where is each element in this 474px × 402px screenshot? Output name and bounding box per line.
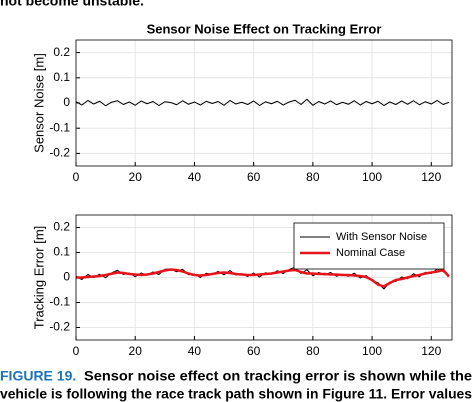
- y-tick-label: 0.2: [53, 220, 70, 234]
- y-axis-label: Tracking Error [m]: [31, 226, 46, 330]
- x-tick-label: 60: [247, 344, 261, 358]
- x-tick-label: 20: [129, 170, 143, 184]
- x-tick-label: 0: [73, 344, 80, 358]
- top-text: not become unstable.: [0, 0, 144, 9]
- data-line: [75, 98, 450, 107]
- y-tick-label: 0.2: [53, 45, 70, 59]
- axes-box: [75, 214, 453, 341]
- y-axis-label: Sensor Noise [m]: [31, 53, 46, 153]
- caption-line: Sensor noise effect on tracking error is…: [84, 368, 472, 384]
- caption-label: FIGURE 19.: [0, 368, 76, 384]
- legend-box: [293, 222, 445, 270]
- x-tick-label: 0: [73, 170, 80, 184]
- y-tick-label: -0.2: [49, 146, 70, 160]
- x-tick-label: 60: [247, 170, 261, 184]
- x-tick-label: 80: [306, 170, 320, 184]
- y-tick-label: 0.1: [53, 245, 70, 259]
- y-tick-label: -0.1: [49, 295, 70, 309]
- x-tick-label: 80: [306, 344, 320, 358]
- y-tick-label: -0.2: [49, 320, 70, 334]
- x-tick-label: 20: [129, 344, 143, 358]
- axes-box: [75, 39, 453, 167]
- y-tick-label: 0.1: [53, 70, 70, 84]
- caption-line: vehicle is following the race track path…: [0, 386, 472, 402]
- x-tick-label: 40: [188, 344, 202, 358]
- legend-label: With Sensor Noise: [336, 231, 427, 243]
- chart-title: Sensor Noise Effect on Tracking Error: [147, 21, 382, 36]
- x-tick-label: 100: [362, 170, 382, 184]
- y-tick-label: -0.1: [49, 120, 70, 134]
- y-tick-label: 0: [63, 95, 70, 109]
- x-tick-label: 100: [362, 344, 382, 358]
- x-tick-label: 40: [188, 170, 202, 184]
- data-line: [76, 268, 450, 288]
- legend-label: Nominal Case: [336, 247, 405, 259]
- x-tick-label: 120: [421, 170, 441, 184]
- y-tick-label: 0: [63, 270, 70, 284]
- x-tick-label: 120: [421, 344, 441, 358]
